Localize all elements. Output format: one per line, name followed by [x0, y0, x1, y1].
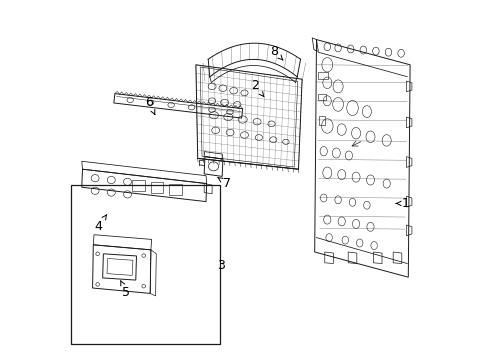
- Bar: [318, 72, 328, 79]
- Bar: [169, 184, 182, 195]
- Bar: [150, 182, 163, 193]
- Bar: [71, 185, 220, 344]
- Text: 7: 7: [218, 177, 231, 190]
- Text: 5: 5: [120, 280, 130, 299]
- Text: 6: 6: [145, 96, 155, 114]
- Text: 8: 8: [269, 45, 283, 60]
- Text: 3: 3: [217, 259, 224, 272]
- Bar: [132, 180, 144, 191]
- Bar: [318, 116, 325, 125]
- Text: 4: 4: [95, 215, 106, 233]
- Text: 2: 2: [251, 79, 264, 96]
- Text: 1: 1: [395, 197, 409, 210]
- Bar: [318, 94, 325, 100]
